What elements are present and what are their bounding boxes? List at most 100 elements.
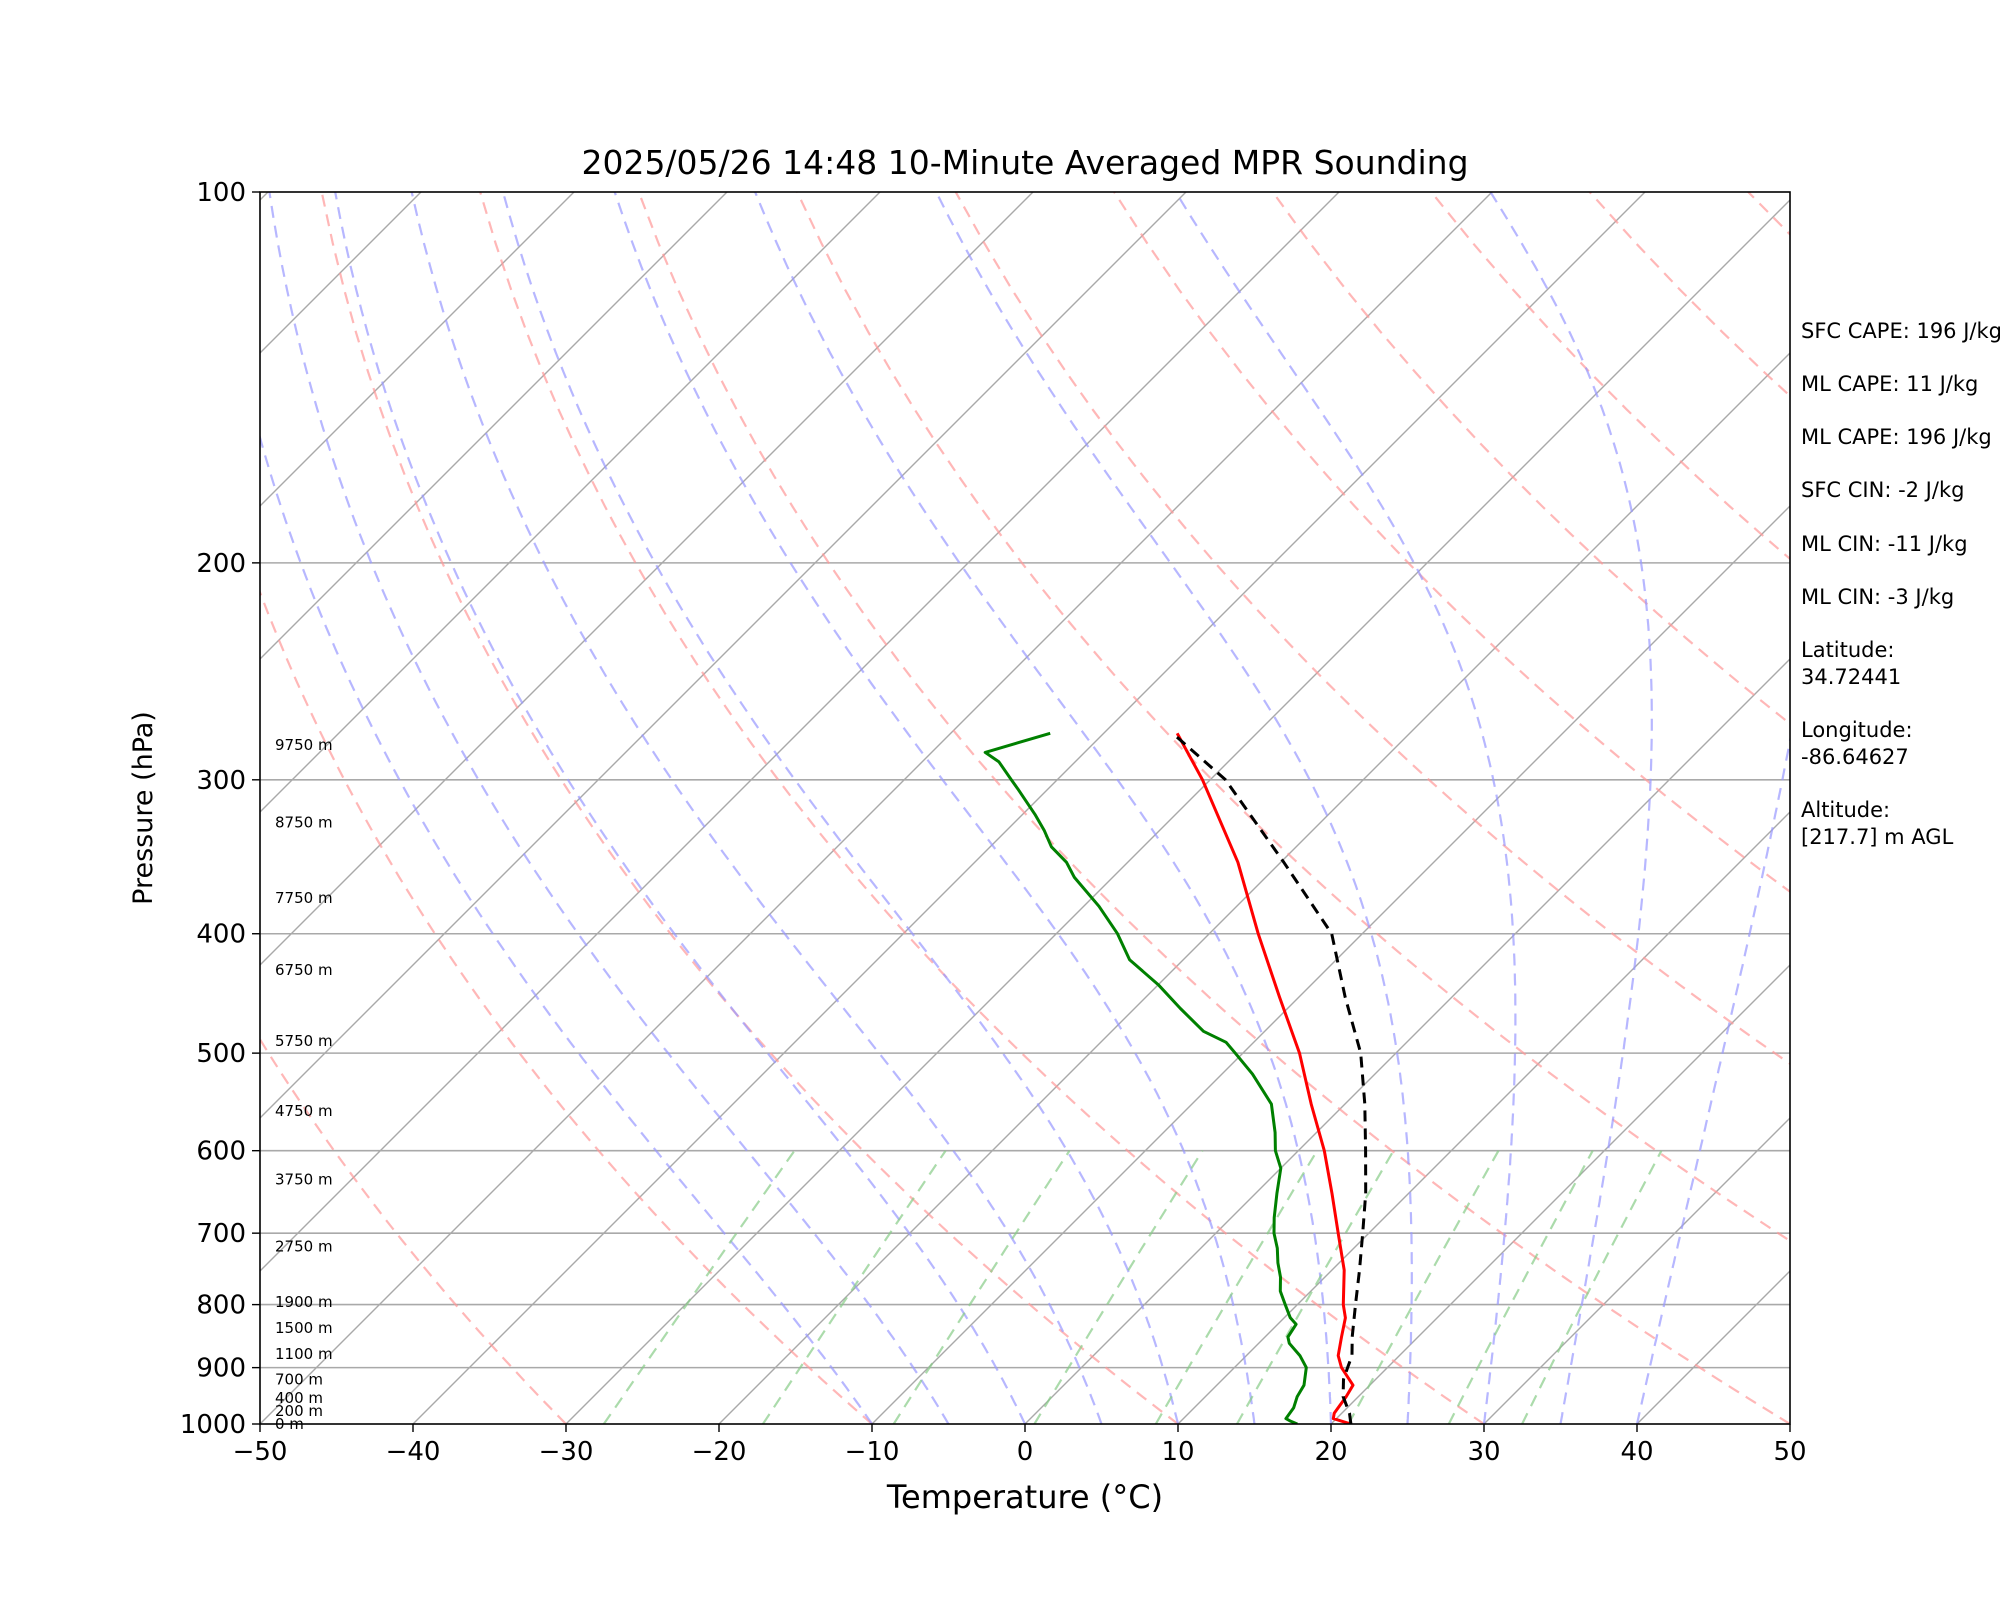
isotherm: [260, 192, 1034, 966]
y-tick-label: 400: [196, 920, 246, 950]
moist-adiabat: [1635, 734, 1790, 1424]
moist-adiabat: [935, 192, 1413, 1424]
height-label: 700 m: [275, 1370, 323, 1388]
mixing-ratio-line: [1521, 1150, 1663, 1424]
annotation-altitude-value: [217.7] m AGL: [1801, 825, 1954, 849]
y-tick-label: 200: [196, 549, 246, 579]
x-tick-label: 0: [1017, 1437, 1034, 1467]
isotherm: [1330, 964, 1790, 1424]
isotherm: [1483, 1117, 1790, 1424]
moist-adiabat: [260, 433, 873, 1424]
dry-adiabat: [1271, 192, 1790, 726]
x-tick-label: −50: [233, 1437, 288, 1467]
height-label: 1100 m: [275, 1345, 333, 1363]
moist-adiabat: [268, 192, 950, 1424]
x-axis-ticks: −50 −40 −30 −20 −10 0 10 20 30 40 50: [233, 1424, 1807, 1467]
dewpoint-line: [983, 731, 1308, 1424]
height-label: 2750 m: [275, 1238, 333, 1256]
height-label: 7750 m: [275, 889, 333, 907]
dry-adiabat: [637, 192, 1790, 1424]
x-tick-label: −20: [692, 1437, 747, 1467]
height-label: 1900 m: [275, 1293, 333, 1311]
sounding-annotations: SFC CAPE: 196 J/kg ML CAPE: 11 J/kg ML C…: [1801, 319, 2000, 849]
x-tick-label: 50: [1773, 1437, 1806, 1467]
mixing-ratio-line: [761, 1150, 947, 1424]
y-axis-label: Pressure (hPa): [128, 711, 159, 905]
isotherm: [718, 352, 1790, 1424]
moist-adiabat: [1489, 192, 1653, 1424]
isotherm: [260, 192, 1493, 1424]
x-tick-label: −40: [386, 1437, 441, 1467]
dry-adiabat: [796, 192, 1790, 1243]
height-label: 4750 m: [275, 1102, 333, 1120]
y-tick-label: 600: [196, 1137, 246, 1167]
mixing-ratio-line: [1447, 1150, 1594, 1424]
y-tick-label: 900: [196, 1354, 246, 1384]
y-tick-label: 500: [196, 1039, 246, 1069]
height-label: 3750 m: [275, 1170, 333, 1188]
annotation-ml-cape: ML CAPE: 11 J/kg: [1801, 372, 1978, 396]
annotation-longitude-label: Longitude:: [1801, 718, 1913, 742]
y-tick-label: 1000: [180, 1410, 246, 1440]
isotherm: [1024, 658, 1790, 1424]
moist-adiabat: [1174, 192, 1517, 1424]
moist-adiabat: [501, 192, 1180, 1424]
x-tick-label: −30: [539, 1437, 594, 1467]
y-tick-label: 300: [196, 766, 246, 796]
y-tick-label: 800: [196, 1291, 246, 1321]
height-label: 1500 m: [275, 1319, 333, 1337]
mixing-ratio-line: [602, 1150, 796, 1424]
height-label: 5750 m: [275, 1032, 333, 1050]
height-label: 200 m: [275, 1402, 323, 1420]
x-tick-label: 20: [1314, 1437, 1347, 1467]
y-axis-ticks: 1000 900 800 700 600 500 400 300 200 100: [180, 178, 260, 1440]
mixing-ratio-line: [1347, 1150, 1500, 1424]
isotherm: [260, 192, 881, 813]
x-axis-label: Temperature (°C): [886, 1478, 1163, 1516]
height-label: 8750 m: [275, 814, 333, 832]
moist-adiabat: [754, 192, 1333, 1424]
isotherm: [260, 192, 728, 660]
isotherm: [260, 192, 1187, 1119]
parcel-line: [1171, 732, 1368, 1424]
isotherm: [260, 192, 1340, 1272]
annotation-ml-cape-2: ML CAPE: 196 J/kg: [1801, 425, 1992, 449]
height-label: 400 m: [275, 1389, 323, 1407]
isotherm: [0, 192, 115, 1424]
mixing-ratio-line: [892, 1150, 1071, 1424]
annotation-longitude-value: -86.64627: [1801, 745, 1909, 769]
annotation-sfc-cin: SFC CIN: -2 J/kg: [1801, 478, 1964, 502]
isotherm: [565, 199, 1790, 1424]
isotherm: [1177, 811, 1790, 1424]
pressure-gridlines: [260, 562, 1790, 1369]
dry-adiabat: [954, 192, 1790, 1066]
chart-title: 2025/05/26 14:48 10-Minute Averaged MPR …: [581, 143, 1468, 182]
sounding-lines: [983, 731, 1368, 1424]
mixing-ratio-line: [1154, 1150, 1319, 1424]
height-label: 6750 m: [275, 961, 333, 979]
height-label: 0 m: [275, 1415, 304, 1433]
height-label: 9750 m: [275, 736, 333, 754]
moist-adiabat: [410, 192, 1103, 1424]
annotation-ml-cin: ML CIN: -11 J/kg: [1801, 532, 1968, 556]
annotation-latitude-value: 34.72441: [1801, 665, 1901, 689]
dry-adiabat: [260, 589, 873, 1424]
plot-frame: [259, 191, 1791, 1425]
mixing-ratio-line: [1236, 1150, 1395, 1424]
annotation-latitude-label: Latitude:: [1801, 638, 1895, 662]
isotherm: [871, 505, 1790, 1424]
annotation-altitude-label: Altitude:: [1801, 798, 1890, 822]
x-tick-label: 10: [1161, 1437, 1194, 1467]
moist-adiabat: [613, 192, 1256, 1424]
temperature-line: [1175, 732, 1355, 1424]
dry-adiabat: [320, 192, 1179, 1424]
y-tick-label: 700: [196, 1219, 246, 1249]
y-tick-label: 100: [196, 178, 246, 208]
annotation-sfc-cape: SFC CAPE: 196 J/kg: [1801, 319, 2000, 343]
x-tick-label: −10: [845, 1437, 900, 1467]
mixing-ratio-line: [1033, 1150, 1204, 1424]
dry-adiabat: [479, 192, 1485, 1424]
x-tick-label: 40: [1620, 1437, 1653, 1467]
